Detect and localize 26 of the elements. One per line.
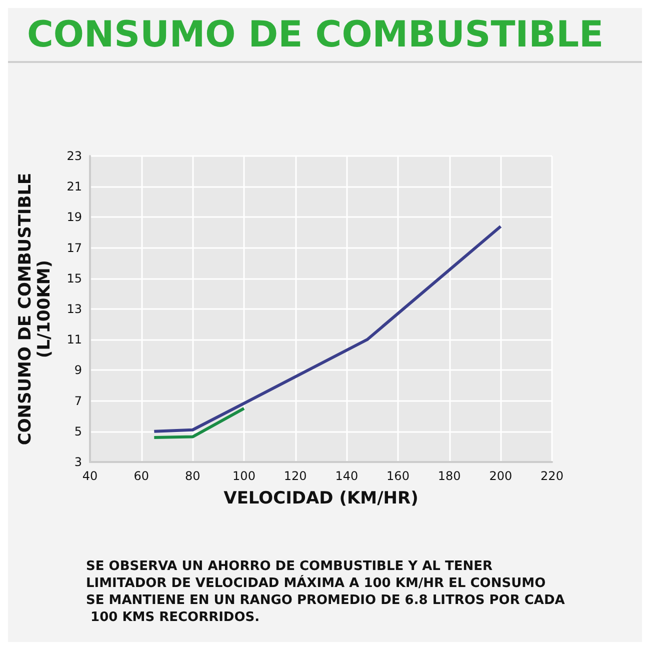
y-tick-label: 23 — [66, 149, 82, 163]
x-axis-title: VELOCIDAD (KM/HR) — [224, 488, 418, 508]
chart-title: CONSUMO DE COMBUSTIBLE — [27, 14, 604, 56]
y-tick-label: 11 — [66, 332, 82, 347]
x-tick-label: 80 — [185, 469, 200, 483]
x-tick-label: 200 — [489, 469, 512, 483]
text: SE OBSERVA UN AHORRO DE COMBUSTIBLE Y AL TENER LIMITADOR DE VELOCIDAD MÁXIMA A 100 KM/HR EL CONSUMO SE MANTIENE EN UN RANGO PROMEDIO DE 6.8 LITROS POR CADA 100 KMS RECORRIDOS. — [86, 559, 565, 625]
y-tick-label: 15 — [66, 271, 82, 286]
line-series — [152, 224, 502, 433]
y-tick-label: 9 — [74, 363, 82, 378]
y-tick-label: 13 — [66, 302, 82, 316]
x-tick-label: 160 — [386, 469, 410, 483]
x-tick-label: 100 — [232, 469, 256, 483]
x-tick-label: 220 — [540, 469, 564, 483]
x-tick-label: 120 — [284, 469, 307, 483]
x-tick-label: 180 — [438, 469, 461, 483]
y-tick-label: 19 — [66, 210, 82, 224]
x-tick-label: 140 — [335, 469, 358, 483]
y-tick-label: 17 — [66, 240, 82, 255]
y-axis-title: CONSUMO DE COMBUSTIBLE (L/100KM) — [16, 172, 54, 446]
y-tick-label: 3 — [74, 455, 82, 469]
x-tick-label: 60 — [134, 469, 149, 483]
y-tick-label: 21 — [66, 180, 82, 194]
y-tick-label: 7 — [74, 394, 82, 408]
y-tick-label: 5 — [74, 424, 82, 438]
x-tick-label: 40 — [82, 469, 98, 483]
